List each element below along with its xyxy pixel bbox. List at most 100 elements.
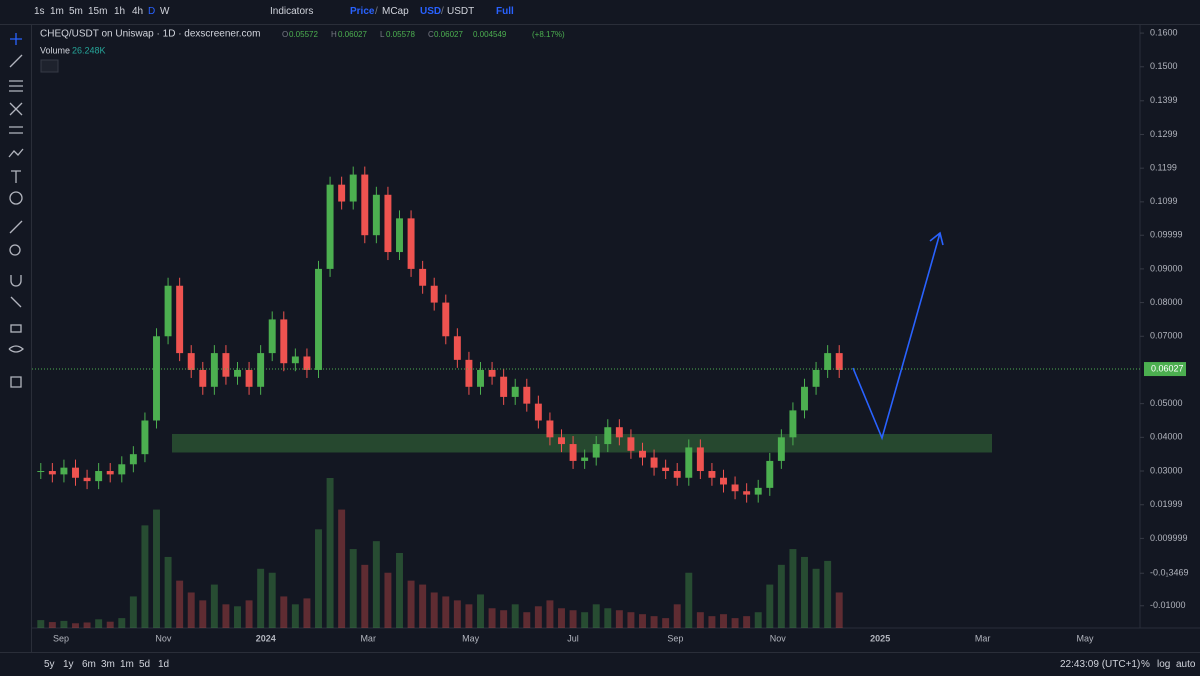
candle-body [407, 218, 415, 269]
range-button[interactable]: 6m [82, 659, 96, 670]
ohlc-change-pct: (+8.17%) [532, 30, 565, 39]
volume-bar [511, 604, 519, 628]
ohlc-c-label: C [428, 30, 434, 39]
candle-body [153, 336, 160, 421]
volume-bar [129, 596, 137, 628]
volume-bar [812, 568, 820, 628]
range-button[interactable]: 1d [158, 659, 170, 670]
candle-body [268, 319, 276, 354]
full-button[interactable]: Full [496, 6, 514, 17]
candle-body [245, 369, 253, 387]
candle-body [500, 376, 508, 397]
volume-bar [743, 616, 751, 628]
volume-bar [465, 604, 473, 628]
y-tick-label: 0.09000 [1150, 263, 1183, 273]
interval-button[interactable]: 5m [69, 6, 83, 17]
y-tick-label: 0.05000 [1150, 398, 1183, 408]
percent-toggle[interactable]: % [1141, 659, 1150, 670]
candle-body [291, 356, 299, 364]
ohlc-o: 0.05572 [289, 30, 318, 39]
volume-bar [558, 608, 565, 628]
volume-label: Volume [40, 45, 70, 55]
candle-body [639, 450, 646, 458]
candle-body [210, 353, 218, 387]
collapse-button[interactable] [40, 59, 59, 73]
interval-button[interactable]: W [160, 6, 170, 17]
volume-bar [326, 478, 334, 628]
candle-body [257, 353, 265, 387]
volume-bar [95, 619, 103, 628]
candle-body [523, 386, 531, 404]
volume-bar [222, 604, 230, 628]
log-toggle[interactable]: log [1157, 659, 1171, 670]
volume-bar [210, 584, 218, 628]
volume-bar [187, 592, 195, 628]
ohlc-h-label: H [331, 30, 337, 39]
volume-bar [361, 564, 369, 628]
indicators-button[interactable]: Indicators [270, 6, 314, 17]
x-tick-label: Sep [667, 633, 683, 643]
candle-layer [37, 166, 843, 503]
volume-bar [789, 549, 797, 628]
interval-button[interactable]: 1h [114, 6, 126, 17]
usdt-toggle[interactable]: USDT [447, 6, 475, 17]
candle-body [615, 427, 623, 438]
volume-bar [477, 594, 484, 628]
candle-body [419, 268, 427, 286]
interval-button[interactable]: 4h [132, 6, 144, 17]
candle-body [176, 285, 184, 354]
candle-body [720, 477, 727, 485]
volume-bar [754, 612, 762, 628]
y-tick-label: 0.1500 [1150, 61, 1178, 71]
volume-bar [777, 564, 785, 628]
range-button[interactable]: 5y [44, 659, 55, 670]
axis-layer: 0.1600 0.1500 0.1399 0.1299 0.1199 0.1099 0.09… [32, 27, 1189, 643]
candle-body [777, 437, 785, 461]
volume-bar [245, 600, 253, 628]
volume-bar [106, 621, 114, 628]
candle-body [546, 420, 554, 438]
mcap-toggle[interactable]: MCap [382, 6, 409, 17]
interval-button[interactable]: 1s [34, 6, 45, 17]
volume-bar [685, 572, 693, 628]
y-tick-label: 0.09999 [1150, 230, 1183, 240]
volume-bar [372, 541, 380, 628]
auto-toggle[interactable]: auto [1176, 659, 1196, 670]
candle-body [824, 353, 832, 370]
candle-body [604, 427, 612, 445]
candle-body [60, 467, 68, 475]
price-toggle[interactable]: Price [350, 6, 375, 17]
volume-bar [650, 616, 658, 628]
range-button[interactable]: 1m [120, 659, 134, 670]
candle-body [534, 403, 542, 421]
volume-bar [48, 622, 56, 628]
range-button[interactable]: 1y [63, 659, 74, 670]
volume-bar [835, 592, 843, 628]
chart: 0.1600 0.1500 0.1399 0.1299 0.1199 0.1099 0.09… [32, 25, 1200, 643]
volume-bar [534, 606, 542, 628]
candle-body [118, 464, 126, 475]
interval-button[interactable]: 15m [88, 6, 108, 17]
x-tick-label: 2024 [256, 633, 276, 643]
volume-bar [268, 572, 276, 628]
volume-bar [442, 596, 450, 628]
volume-bar [604, 608, 612, 628]
volume-bar [720, 614, 727, 628]
ohlc-o-label: O [282, 30, 288, 39]
candle-body [650, 457, 658, 468]
volume-bar [349, 549, 357, 628]
legend-title: CHEQ/USDT on Uniswap · 1D · dexscreener.… [40, 29, 260, 40]
candle-body [754, 487, 762, 495]
candle-body [801, 386, 808, 411]
range-button[interactable]: 5d [139, 659, 151, 670]
y-tick-label: 0.03000 [1150, 465, 1183, 475]
range-button[interactable]: 3m [101, 659, 115, 670]
interval-button[interactable]: D [148, 6, 156, 17]
interval-button[interactable]: 1m [50, 6, 64, 17]
volume-bar [627, 612, 635, 628]
candle-body [592, 444, 600, 458]
usd-toggle[interactable]: USD [420, 6, 442, 17]
volume-bar [280, 596, 288, 628]
projection-arrow [852, 231, 944, 441]
